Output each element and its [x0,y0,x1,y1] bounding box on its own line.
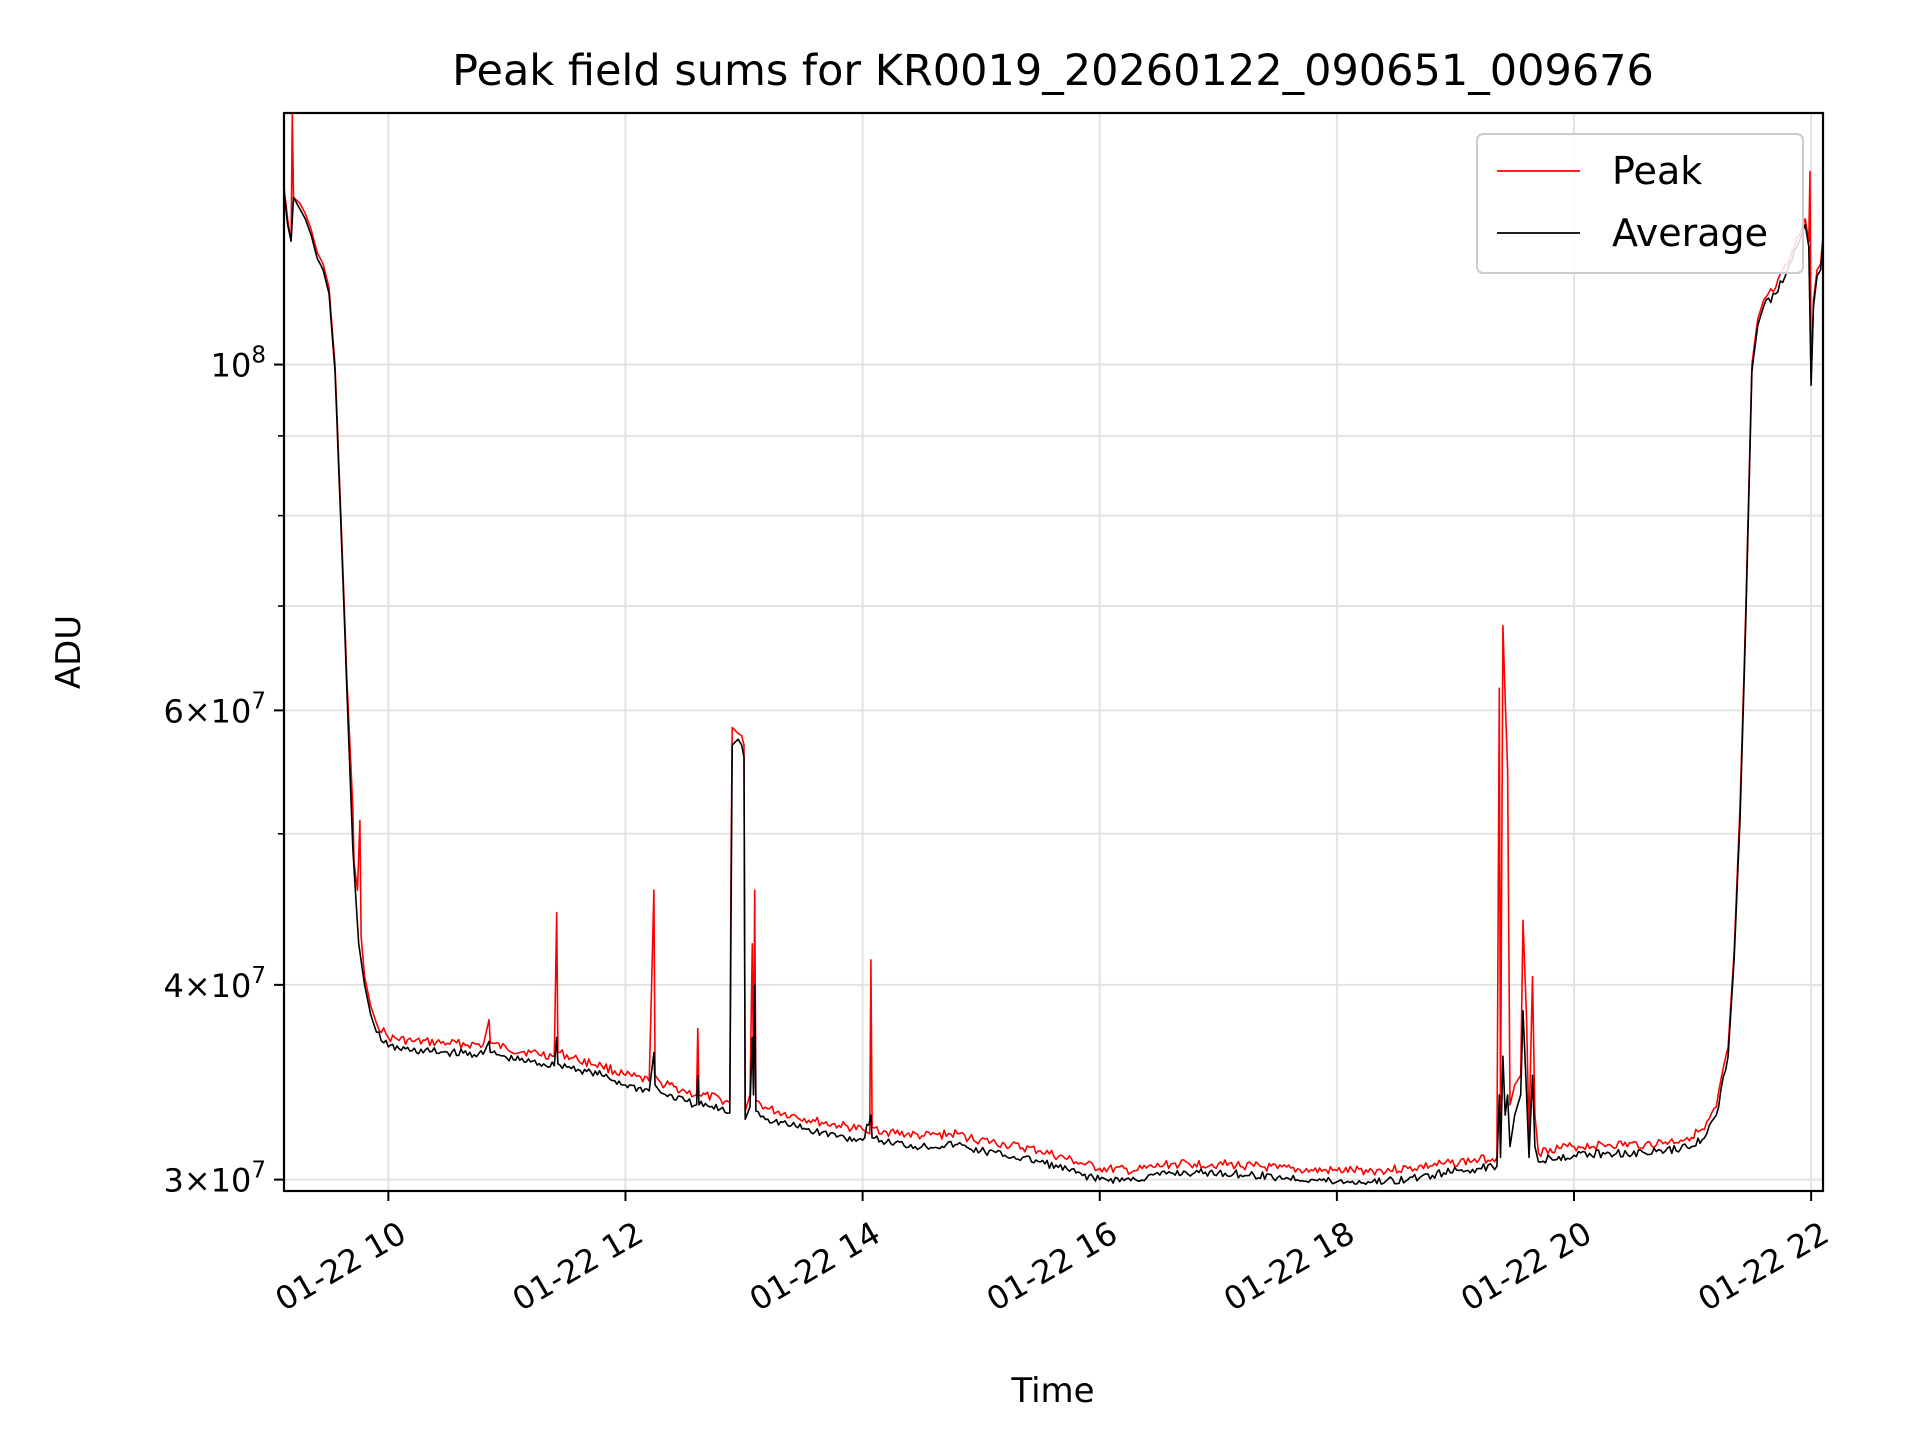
y-tick-label: 3×107 [163,1158,266,1200]
y-axis: 3×107 4×107 6×107 108 [163,343,284,1200]
y-tick-label: 4×107 [163,963,266,1005]
x-axis-label: Time [1010,1371,1094,1411]
chart-title: Peak field sums for KR0019_20260122_0906… [452,46,1654,96]
plot-frame [282,111,1825,1193]
legend-box [1476,133,1804,274]
series-line-average [284,192,1823,1186]
grid [284,113,1823,1191]
y-axis-label: ADU [49,615,89,689]
legend-label-peak: Peak [1612,149,1702,193]
series-line-peak [284,113,1823,1176]
y-tick-label: 6×107 [163,688,266,730]
legend-label-average: Average [1612,211,1768,255]
y-tick-label: 108 [211,343,266,385]
plot-area [284,113,1823,1186]
legend: Peak Average [1476,133,1804,274]
